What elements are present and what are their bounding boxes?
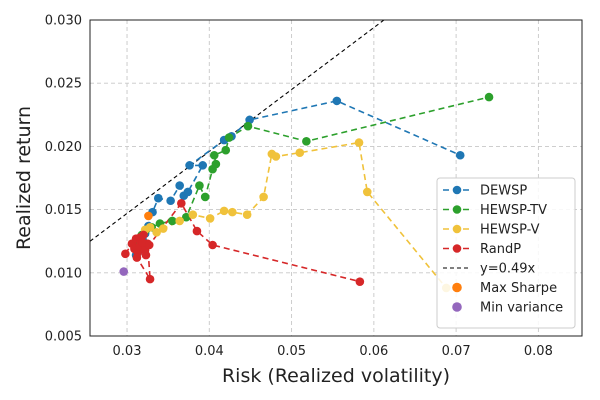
legend-label-randp: RandP — [480, 242, 521, 257]
hewsp-v-point — [158, 224, 168, 233]
legend-label-hewsp-tv: HEWSP-TV — [480, 203, 547, 218]
randp-point — [208, 240, 217, 250]
dewsp-point — [175, 181, 184, 190]
hewsp-tv-point — [200, 192, 210, 202]
y-tick-label: 0.030 — [45, 14, 82, 29]
hewsp-v-point — [271, 152, 281, 161]
legend-marker-min-variance — [452, 302, 462, 312]
dewsp-point — [166, 196, 175, 206]
x-tick-label: 0.03 — [113, 344, 142, 359]
legend: DEWSP HEWSP-TV HEWSP-V RandP y=0.49x Max Shar… — [436, 177, 576, 329]
min-variance-point — [119, 267, 129, 276]
y-tick-label: 0.015 — [45, 203, 82, 218]
hewsp-tv-point — [167, 216, 177, 226]
x-tick-label: 0.06 — [359, 344, 388, 359]
randp-point — [144, 240, 154, 250]
randp-point — [132, 253, 142, 262]
legend-label-hewsp-v: HEWSP-V — [480, 223, 540, 238]
series-markers — [119, 92, 494, 293]
randp-point — [141, 250, 151, 260]
x-tick-label: 0.05 — [277, 344, 306, 359]
plot-frame — [89, 19, 583, 337]
legend-label-min-variance: Min variance — [480, 301, 563, 316]
y-tick-label: 0.025 — [45, 77, 82, 92]
max-sharpe-point — [144, 211, 153, 221]
hewsp-v-point — [295, 148, 305, 158]
hewsp-tv-point — [243, 121, 253, 131]
randp-point — [138, 238, 147, 247]
hewsp-tv-point — [302, 137, 311, 146]
x-tick-labels: 0.03 0.04 0.05 0.06 0.07 0.08 — [113, 344, 553, 359]
hewsp-v-point — [362, 187, 372, 197]
hewsp-v-point — [152, 228, 161, 237]
hewsp-tv-point — [221, 145, 231, 155]
randp-point — [177, 198, 186, 208]
hewsp-tv-point — [211, 159, 221, 169]
y-tick-labels: 0.005 0.010 0.015 0.020 0.025 0.030 — [45, 14, 82, 345]
hewsp-v-point — [188, 210, 198, 219]
legend-label-max-sharpe: Max Sharpe — [480, 281, 557, 296]
y-tick-label: 0.010 — [45, 266, 82, 281]
dewsp-point — [185, 161, 194, 170]
x-tick-label: 0.08 — [524, 344, 553, 359]
y-tick-label: 0.005 — [45, 330, 82, 345]
randp-point — [121, 249, 130, 259]
legend-marker-hewsp-tv — [452, 205, 462, 214]
legend-label-y-0-49x: y=0.49x — [480, 262, 536, 277]
hewsp-tv-point — [209, 150, 219, 160]
y-axis-title: Realized return — [13, 106, 35, 250]
legend-marker-hewsp-v — [452, 224, 462, 234]
hewsp-v-point — [219, 206, 229, 216]
hewsp-tv-point — [484, 92, 494, 102]
legend-marker-randp — [452, 244, 462, 253]
randp-point — [192, 226, 202, 236]
hewsp-v-point — [259, 192, 268, 202]
x-tick-label: 0.07 — [442, 344, 471, 359]
dewsp-point — [183, 187, 193, 197]
hewsp-tv-point — [181, 212, 191, 222]
dewsp-point — [455, 150, 465, 160]
x-tick-label: 0.04 — [195, 344, 224, 359]
legend-label-dewsp: DEWSP — [480, 184, 527, 199]
hewsp-v-point — [175, 216, 184, 226]
y-tick-label: 0.020 — [45, 140, 82, 155]
x-axis-title: Risk (Realized volatility) — [222, 365, 450, 387]
randp-point — [355, 277, 365, 286]
hewsp-v-point — [354, 138, 364, 147]
hewsp-v-point — [205, 214, 215, 223]
dewsp-point — [332, 96, 342, 106]
hewsp-tv-point — [224, 133, 234, 142]
hewsp-v-point — [242, 210, 252, 219]
hewsp-tv-point — [195, 181, 204, 190]
dewsp-point — [198, 161, 208, 170]
randp-point — [145, 274, 155, 284]
legend-marker-max-sharpe — [452, 282, 462, 293]
legend-marker-dewsp — [452, 185, 462, 195]
hewsp-v-point — [145, 222, 155, 232]
legend-box — [436, 177, 576, 329]
dewsp-point — [153, 193, 163, 203]
hewsp-v-point — [228, 207, 237, 217]
